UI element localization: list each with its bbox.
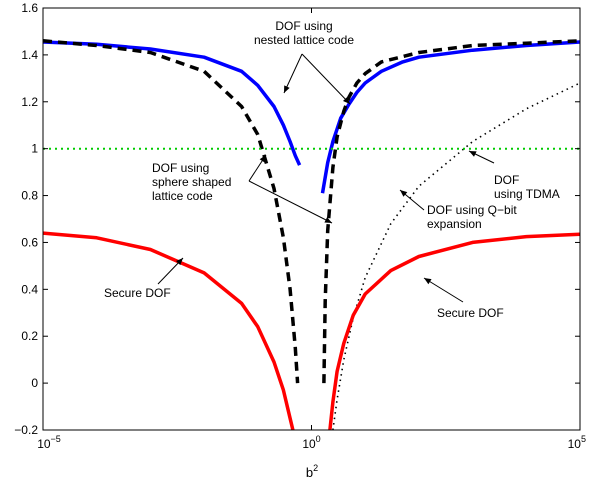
- annotation-arrowhead: [469, 151, 477, 157]
- series-sphere-line-1: [322, 39, 580, 384]
- x-axis-label: b2: [306, 463, 318, 480]
- annotation-arrowhead: [324, 217, 332, 223]
- annotation-pointer: [283, 53, 303, 94]
- series-nested-line-0: [43, 40, 302, 166]
- y-tick-label: −0.2: [14, 423, 38, 437]
- x-tick-label: 100: [302, 434, 320, 451]
- series-qbit-line-0: [332, 82, 580, 430]
- y-tick-label: 0.2: [21, 329, 38, 343]
- annotation-arrowhead: [259, 155, 266, 163]
- annotation-sphere: DOF using sphere shaped lattice code: [152, 161, 231, 203]
- series-secure-line-1: [328, 232, 580, 430]
- y-tick-label: 0.4: [21, 282, 38, 296]
- annotation-secure-left: Secure DOF: [104, 286, 171, 300]
- y-tick-label: 1.2: [21, 95, 38, 109]
- series-secure-line-0: [43, 231, 295, 430]
- annotation-secure-right: Secure DOF: [437, 306, 504, 320]
- annotation-pointer: [301, 53, 351, 105]
- tick-layer: −0.2 0 0.2 0.4 0.6 0.8 1 1.2 1.4 1.6 10−5 100 105: [14, 1, 586, 451]
- y-tick-label: 1.4: [21, 48, 38, 62]
- annotation-pointer: [423, 277, 464, 303]
- plot-frame: [42, 7, 581, 431]
- annotation-arrowhead: [284, 85, 290, 93]
- series-layer: [43, 39, 580, 430]
- annotation-arrowhead: [424, 278, 432, 285]
- y-tick-label: 0.6: [21, 235, 38, 249]
- annotation-arrowhead: [400, 190, 408, 197]
- series-nested-line-1: [320, 40, 580, 194]
- x-tick-label: 10−5: [37, 434, 61, 451]
- annotation-pointer: [248, 180, 333, 224]
- y-tick-label: 1: [31, 142, 38, 156]
- annotation-nested: DOF using nested lattice code: [254, 19, 354, 47]
- annotation-qbit: DOF using Q−bit expansion: [427, 203, 517, 231]
- y-tick-label: 0: [31, 376, 38, 390]
- x-tick-label: 105: [568, 434, 586, 451]
- series-sphere-line-0: [43, 39, 300, 384]
- annotation-arrowhead: [342, 96, 350, 104]
- annotation-arrowhead: [175, 258, 183, 266]
- x-axis-label-superscript: 2: [313, 463, 318, 473]
- annotation-layer: DOF using nested lattice code DOF using sph…: [104, 19, 560, 320]
- annotation-tdma: DOF using TDMA: [494, 173, 560, 201]
- y-tick-label: 0.8: [21, 189, 38, 203]
- y-tick-label: 1.6: [21, 1, 38, 15]
- x-axis-label-base: b: [306, 465, 313, 480]
